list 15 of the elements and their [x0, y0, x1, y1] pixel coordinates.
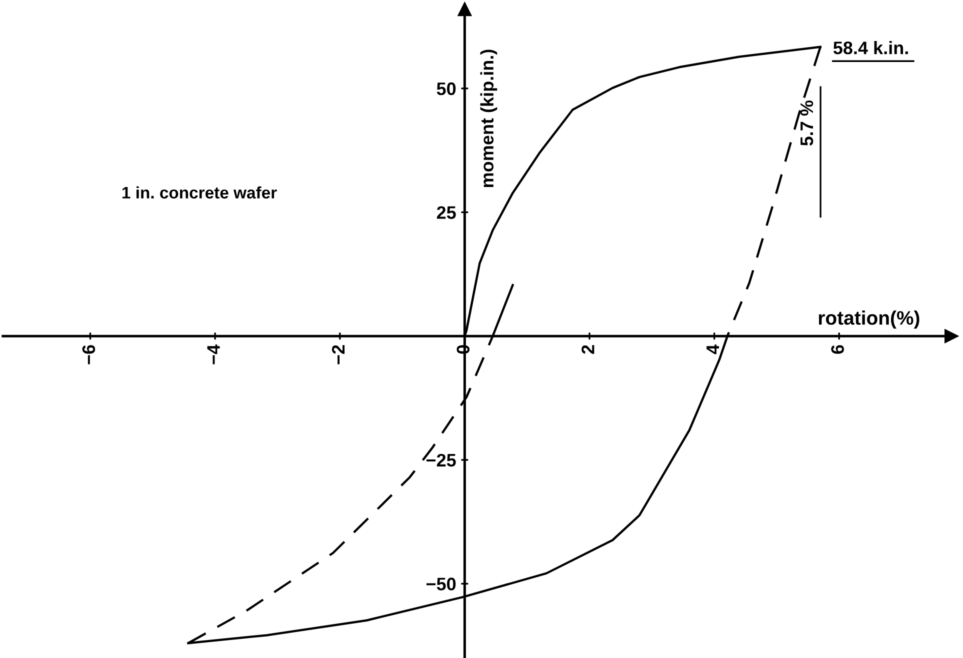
annotation: 5.7 %	[800, 100, 814, 146]
x-tick-label: 2	[582, 345, 594, 354]
y-tick-label: 50	[436, 82, 456, 96]
x-tick-label: 4	[706, 344, 719, 354]
x-tick-label: −4	[207, 344, 220, 364]
y-axis-title: moment (kip.in.)	[480, 50, 498, 188]
y-tick-label: −50	[426, 578, 456, 590]
annotation: 58.4 k.in.	[833, 41, 908, 54]
x-axis-title: rotation(%)	[818, 310, 920, 329]
x-tick-label: −2	[332, 345, 345, 364]
y-tick-label: −25	[426, 454, 456, 467]
y-tick-label: 25	[436, 206, 456, 219]
annotation: 1 in. concrete wafer	[122, 186, 277, 199]
x-tick-label: 6	[831, 345, 844, 354]
x-tick-label: −6	[82, 345, 96, 364]
